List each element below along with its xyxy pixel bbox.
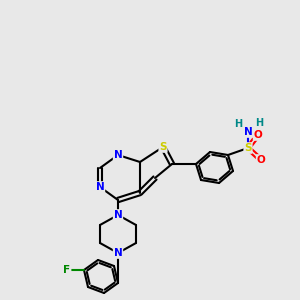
Text: S: S bbox=[159, 142, 167, 152]
Text: N: N bbox=[244, 127, 252, 137]
Text: S: S bbox=[244, 143, 252, 153]
Text: O: O bbox=[254, 130, 262, 140]
Text: O: O bbox=[256, 155, 266, 165]
Text: H: H bbox=[255, 118, 263, 128]
Text: N: N bbox=[114, 248, 122, 258]
Text: N: N bbox=[96, 182, 104, 192]
Text: N: N bbox=[114, 210, 122, 220]
Text: F: F bbox=[63, 265, 70, 275]
Text: N: N bbox=[114, 150, 122, 160]
Text: H: H bbox=[234, 119, 242, 129]
